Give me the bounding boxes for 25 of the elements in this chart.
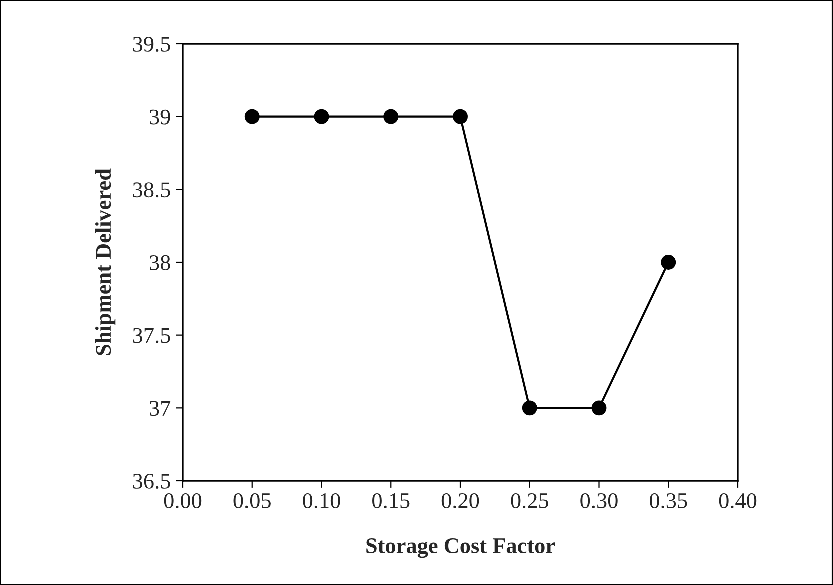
y-tick-label: 37 — [150, 401, 171, 416]
point — [661, 255, 676, 270]
y-tick-label: 36.5 — [133, 474, 170, 490]
y-tick-label: 39.5 — [133, 36, 170, 52]
point — [384, 109, 399, 124]
x-tick-label: 0.10 — [303, 493, 340, 509]
x-tick-label: 0.25 — [511, 493, 548, 509]
x-tick-label: 0.15 — [372, 493, 410, 509]
y-tick-label: 39 — [150, 110, 170, 125]
x-tick-label: 0.40 — [719, 493, 757, 509]
y-axis-title: Shipment Delivered — [95, 168, 116, 356]
x-axis-title: Storage Cost Factor — [366, 538, 556, 558]
point — [453, 109, 468, 124]
y-tick-label: 37.5 — [133, 328, 170, 344]
point — [592, 400, 607, 416]
y-tick-label: 38 — [150, 255, 170, 270]
point — [314, 109, 330, 124]
x-tick-label: 0.35 — [650, 493, 688, 509]
x-tick-label: 0.20 — [442, 493, 480, 509]
point — [522, 400, 538, 416]
x-tick-label: 0.30 — [580, 493, 618, 509]
y-tick-label: 38.5 — [133, 182, 170, 198]
x-tick-label: 0.05 — [234, 493, 271, 509]
point — [244, 109, 260, 124]
x-tick-label: 0.00 — [164, 493, 202, 509]
